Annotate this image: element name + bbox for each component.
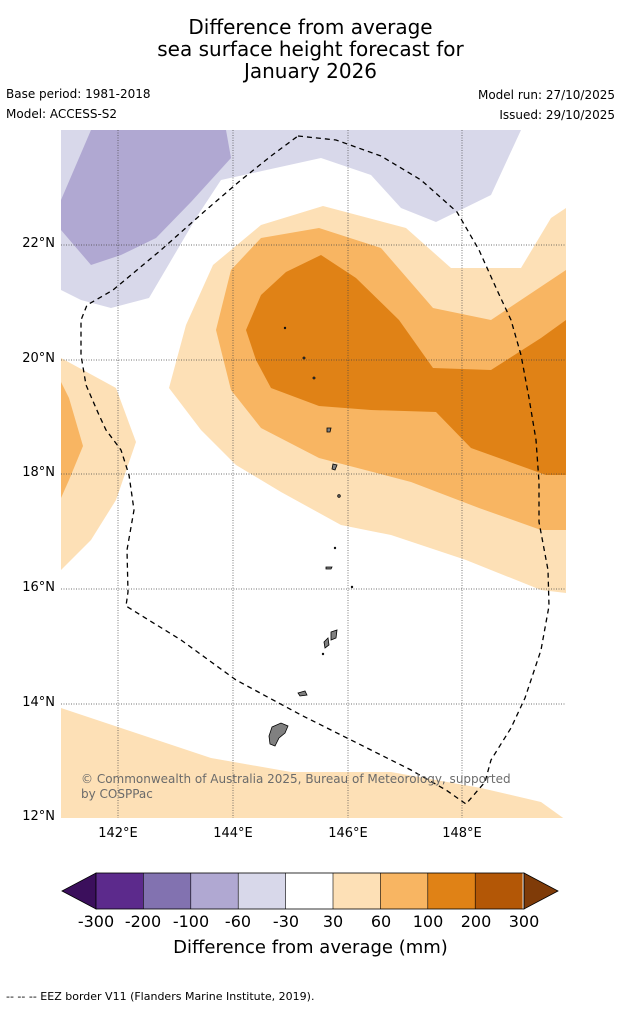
copyright-notice: © Commonwealth of Australia 2025, Bureau…	[81, 772, 511, 801]
base-period: Base period: 1981-2018	[6, 87, 151, 101]
model-name: Model: ACCESS-S2	[6, 107, 118, 121]
colorbar-label-neg300: -300	[77, 912, 115, 931]
island-anatahan	[325, 566, 333, 570]
lat-label-22: 22°N	[22, 236, 55, 251]
eez-border	[80, 135, 550, 805]
island-small-7	[321, 652, 325, 656]
lat-label-16: 16°N	[22, 580, 55, 595]
island-small-3	[350, 585, 354, 589]
island-small-5	[312, 376, 316, 380]
colorbar-label-200: 200	[460, 912, 492, 931]
contour-neg-mid	[61, 130, 231, 265]
colorbar-label-300: 300	[508, 912, 540, 931]
lat-label-18: 18°N	[22, 465, 55, 480]
colorbar-label-neg60: -60	[224, 912, 252, 931]
island-small-6	[283, 326, 287, 330]
colorbar-segment-1	[96, 873, 144, 909]
contour-south-30	[61, 708, 566, 818]
title-line-3: January 2026	[243, 59, 378, 83]
colorbar-extend-low	[61, 872, 97, 910]
contour-west-30	[61, 358, 136, 570]
contour-west-60	[61, 382, 83, 498]
island-guam	[268, 722, 289, 747]
lon-label-146: 146°E	[328, 826, 368, 841]
title-line-1: Difference from average	[188, 15, 433, 39]
contour-pos-100	[246, 255, 566, 475]
colorbar-frame	[95, 872, 525, 910]
island-saipan	[330, 629, 338, 641]
colorbar-label-30: 30	[322, 912, 344, 931]
island-tinian	[323, 637, 330, 649]
colorbar-label-neg200: -200	[124, 912, 162, 931]
colorbar-segment-6	[333, 873, 381, 909]
colorbar-segment-5	[285, 873, 333, 909]
chart-title: Difference from average sea surface heig…	[0, 16, 621, 82]
colorbar-title: Difference from average (mm)	[173, 937, 448, 958]
colorbar-extend-high	[523, 872, 559, 910]
eez-footnote: -- -- -- EEZ border V11 (Flanders Marine…	[6, 990, 315, 1003]
title-line-2: sea surface height forecast for	[157, 37, 464, 61]
colorbar-segment-9	[475, 873, 523, 909]
island-small-2	[333, 546, 337, 550]
lat-label-12: 12°N	[22, 809, 55, 824]
issued-date: Issued: 29/10/2025	[499, 108, 615, 122]
lon-label-148: 148°E	[442, 826, 482, 841]
colorbar-label-neg30: -30	[272, 912, 300, 931]
sea-surface-height-map	[61, 130, 566, 818]
island-small-4	[302, 356, 306, 360]
island-small-1	[337, 494, 341, 498]
colorbar-segment-8	[427, 873, 476, 909]
lon-label-142: 142°E	[98, 826, 138, 841]
lon-label-144: 144°E	[213, 826, 253, 841]
graticule	[61, 130, 566, 818]
island-rota	[297, 690, 308, 697]
colorbar	[61, 872, 559, 910]
map-canvas	[61, 130, 566, 818]
colorbar-segment-3	[190, 873, 239, 909]
colorbar-label-60: 60	[370, 912, 392, 931]
colorbar-segment-4	[238, 873, 286, 909]
island-pagan	[331, 463, 338, 471]
colorbar-dividers	[143, 873, 476, 909]
model-run: Model run: 27/10/2025	[477, 88, 615, 102]
colorbar-label-neg100: -100	[172, 912, 210, 931]
island-agrihan	[326, 427, 332, 433]
colorbar-segment-7	[380, 873, 428, 909]
colorbar-segment-2	[143, 873, 191, 909]
lat-label-20: 20°N	[22, 351, 55, 366]
lat-label-14: 14°N	[22, 695, 55, 710]
islands	[268, 326, 354, 747]
colorbar-label-100: 100	[412, 912, 444, 931]
